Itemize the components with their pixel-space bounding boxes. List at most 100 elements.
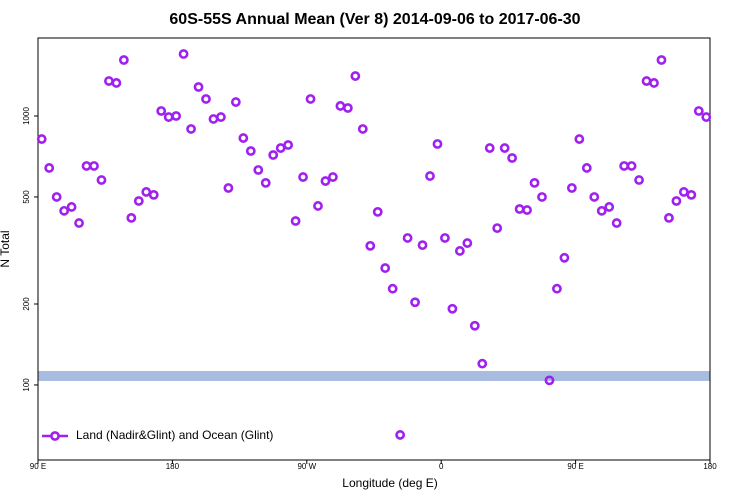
point <box>656 55 667 65</box>
point <box>44 163 55 173</box>
point <box>484 143 495 153</box>
point <box>693 106 704 116</box>
point <box>193 82 204 92</box>
point <box>387 283 398 294</box>
point <box>454 246 465 256</box>
point <box>589 192 600 202</box>
x-tick-label: 90 E <box>567 462 583 471</box>
point <box>290 216 301 226</box>
point <box>447 303 458 314</box>
point <box>163 112 174 122</box>
point <box>372 206 383 217</box>
point <box>335 101 346 111</box>
y-axis-label: N Total <box>0 230 12 267</box>
y-tick-label: 200 <box>22 297 31 311</box>
point <box>544 375 555 386</box>
point <box>462 238 473 248</box>
point <box>186 124 196 134</box>
point <box>596 205 607 216</box>
point <box>342 103 353 113</box>
point <box>469 320 480 331</box>
point <box>305 94 316 104</box>
point <box>664 212 674 223</box>
x-tick-label: 0 <box>439 462 444 471</box>
point <box>245 146 256 156</box>
point <box>701 112 712 122</box>
point <box>410 297 420 308</box>
point <box>649 78 659 88</box>
point <box>66 202 77 212</box>
point <box>328 172 338 182</box>
point <box>440 233 450 243</box>
x-tick-label: 180 <box>166 462 180 471</box>
x-tick-label: 90 E <box>30 462 46 471</box>
point <box>604 202 615 212</box>
point <box>118 55 129 65</box>
point <box>380 263 391 273</box>
point <box>417 240 428 251</box>
point <box>522 205 532 215</box>
point <box>111 78 122 88</box>
point <box>432 139 443 149</box>
point <box>230 97 241 107</box>
point <box>499 143 510 153</box>
point <box>223 183 234 193</box>
point <box>395 430 406 440</box>
point <box>492 223 503 234</box>
point <box>507 153 518 163</box>
point <box>260 177 271 188</box>
point <box>611 218 622 228</box>
point <box>425 171 435 181</box>
point <box>178 49 189 59</box>
x-axis-label: Longitude (deg E) <box>342 476 437 490</box>
point <box>365 240 376 251</box>
point <box>141 187 152 197</box>
point <box>36 134 47 144</box>
point <box>51 192 62 202</box>
point <box>514 204 525 214</box>
point <box>537 192 547 202</box>
point <box>574 134 585 144</box>
point <box>216 112 226 122</box>
point <box>104 76 114 86</box>
point <box>477 358 488 369</box>
x-tick-label: 180 <box>703 462 717 471</box>
point <box>208 114 219 124</box>
point <box>253 165 264 175</box>
point <box>619 161 630 171</box>
point <box>559 252 570 263</box>
point <box>126 212 137 223</box>
point <box>671 196 682 206</box>
point <box>298 172 308 182</box>
point <box>133 196 144 206</box>
chart-title: 60S-55S Annual Mean (Ver 8) 2014-09-06 t… <box>169 11 580 28</box>
legend-marker <box>50 431 60 441</box>
point <box>566 183 577 193</box>
point <box>89 161 99 171</box>
point <box>156 106 167 116</box>
plot-frame <box>37 37 711 461</box>
point <box>59 205 70 216</box>
reference-band <box>38 370 710 381</box>
point <box>320 176 331 186</box>
point <box>283 140 294 150</box>
point <box>626 161 637 171</box>
point <box>686 189 697 200</box>
point <box>350 71 361 81</box>
point <box>96 175 107 185</box>
point <box>313 201 323 211</box>
point <box>641 76 652 86</box>
y-tick-label: 100 <box>22 378 31 392</box>
point <box>529 177 540 188</box>
y-tick-label: 500 <box>22 190 31 204</box>
point <box>148 189 159 200</box>
x-tick-label: 90 W <box>297 462 316 471</box>
point <box>171 111 182 121</box>
point <box>238 133 249 143</box>
point <box>634 175 644 185</box>
point <box>201 94 211 104</box>
point <box>678 187 689 197</box>
point <box>74 218 84 228</box>
legend-label: Land (Nadir&Glint) and Ocean (Glint) <box>76 428 273 442</box>
